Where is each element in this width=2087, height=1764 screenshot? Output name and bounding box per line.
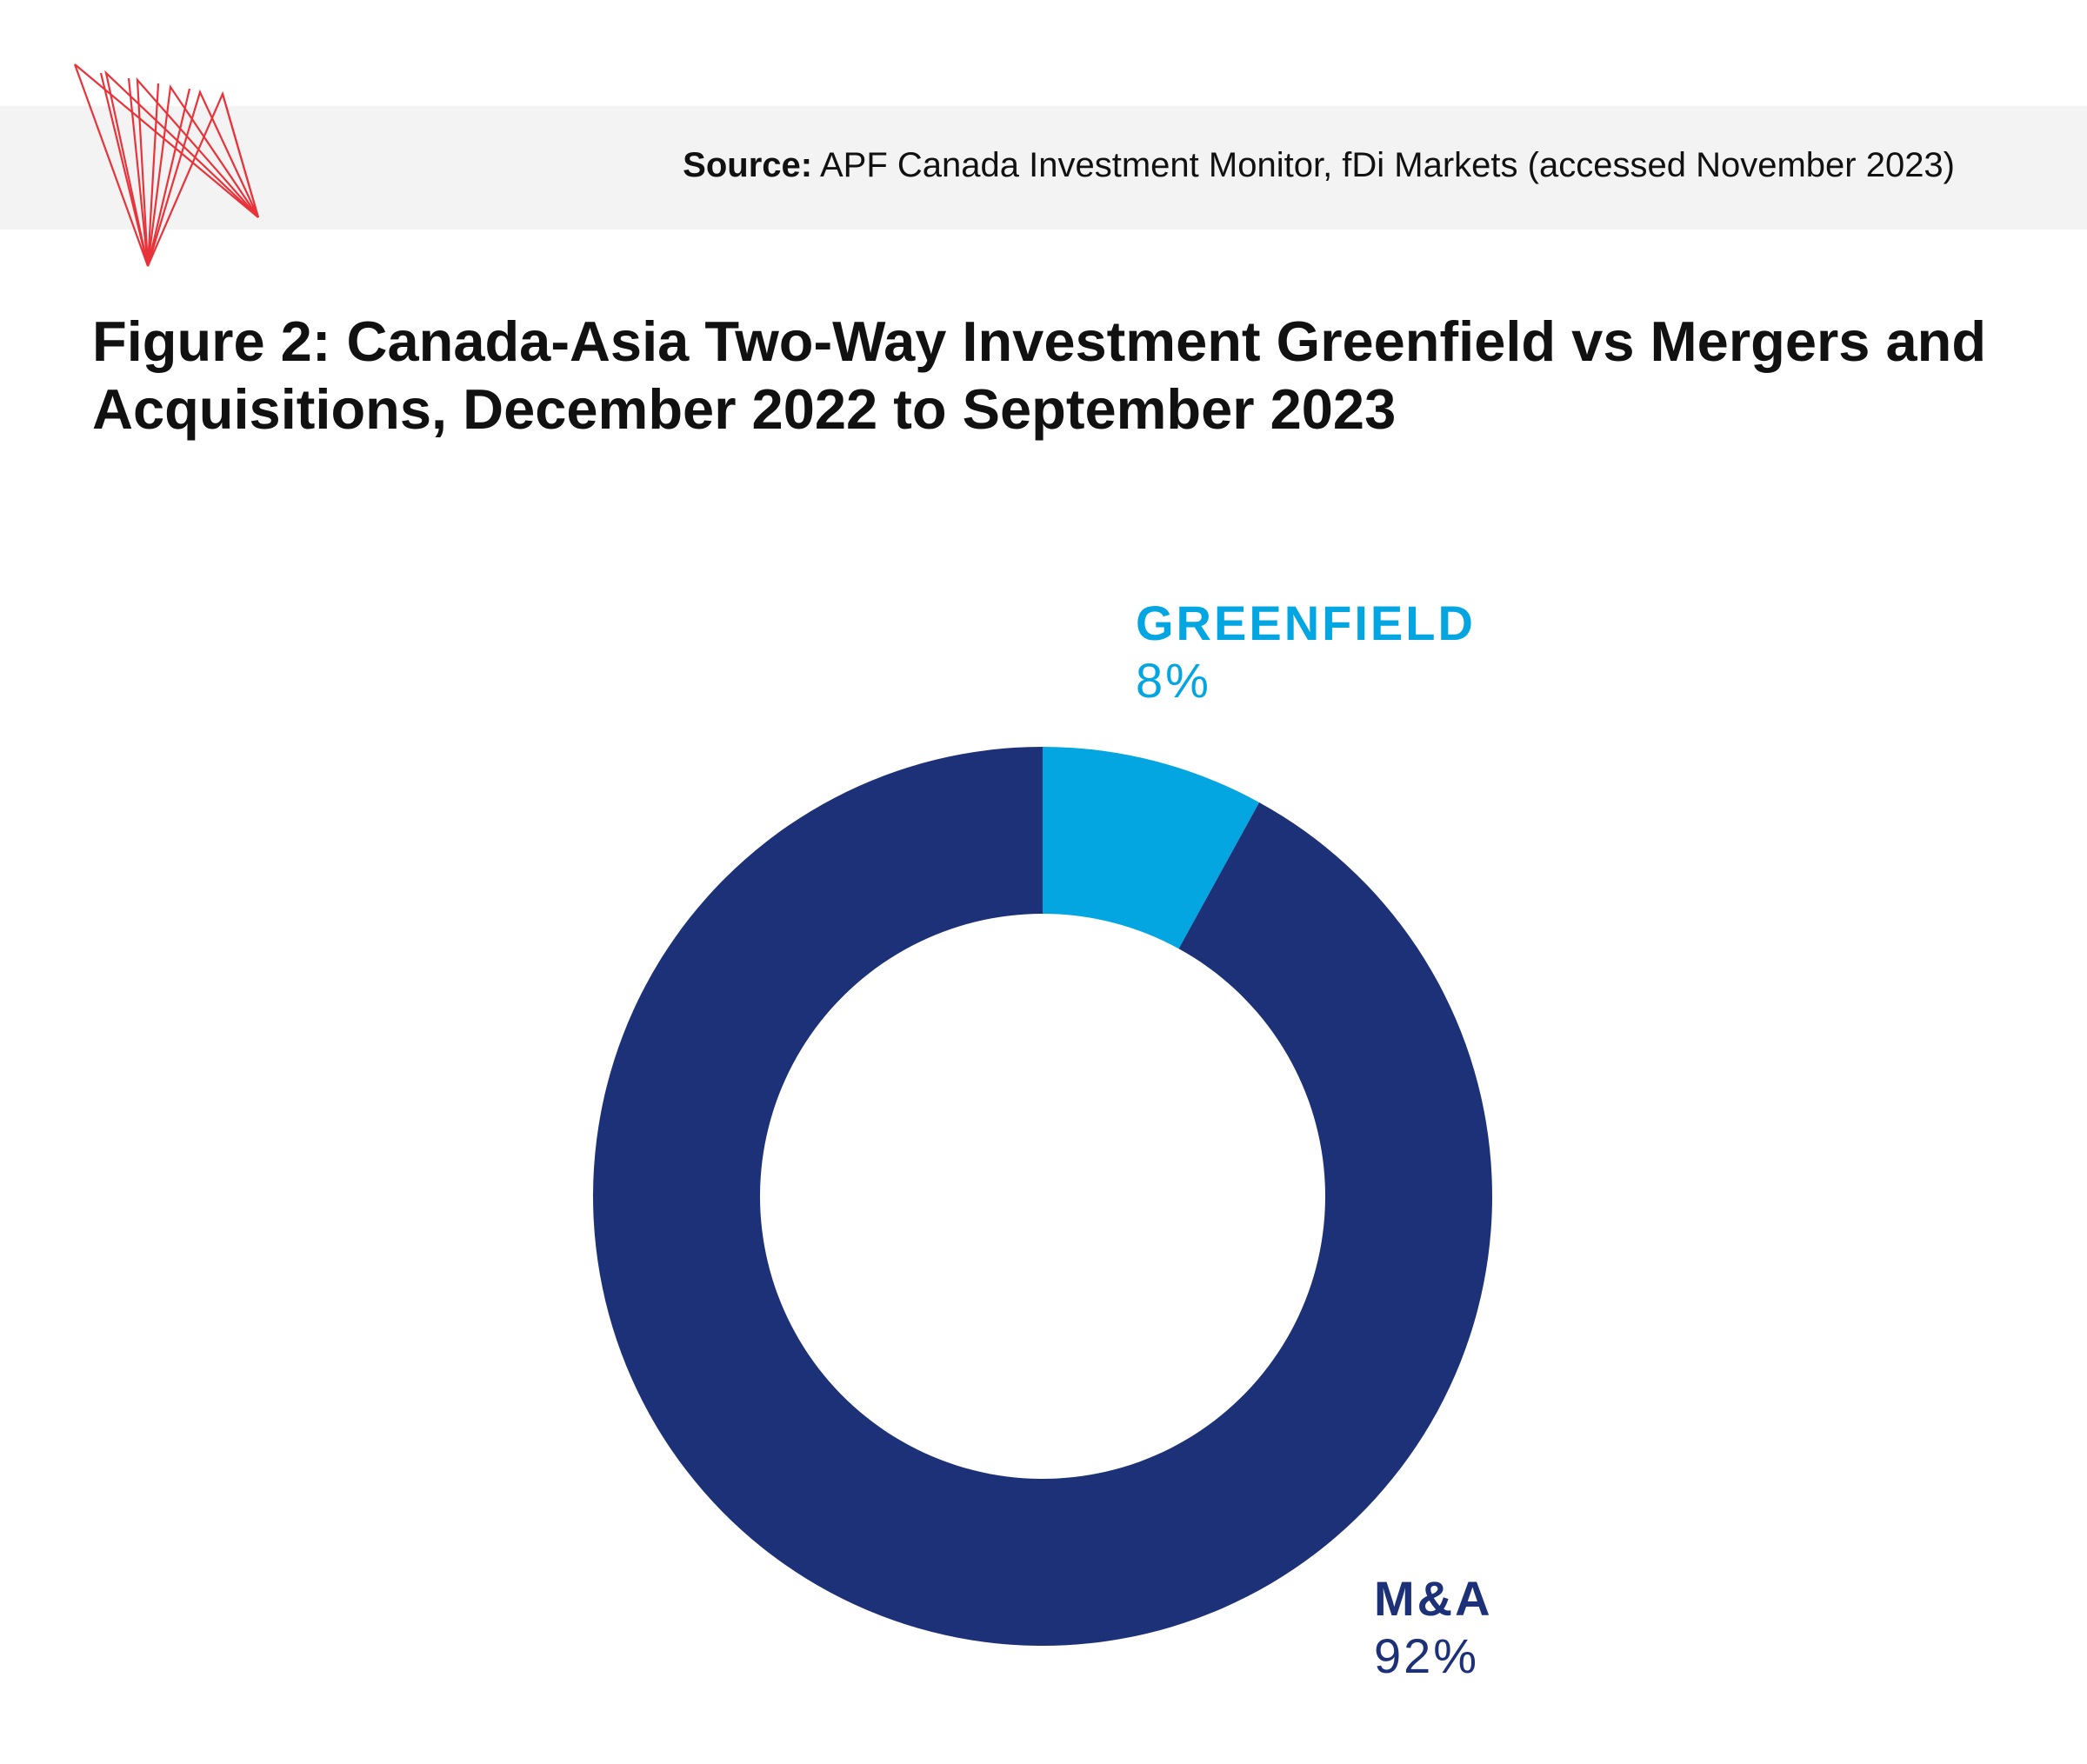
source-note: Source: APF Canada Investment Monitor, f… xyxy=(683,144,1955,186)
ma-name: M&A xyxy=(1374,1571,1493,1626)
greenfield-value: 8% xyxy=(1136,653,1211,708)
source-band xyxy=(0,106,2087,230)
ma-slice xyxy=(592,747,1492,1646)
ma-label: M&A 92% xyxy=(1374,1570,1493,1685)
source-label: Source: xyxy=(683,146,813,184)
greenfield-name: GREENFIELD xyxy=(1136,596,1476,650)
apf-canada-logo-icon xyxy=(73,63,260,267)
ma-value: 92% xyxy=(1374,1628,1480,1683)
greenfield-slice xyxy=(1043,747,1260,949)
chart-title: Figure 2: Canada-Asia Two-Way Investment… xyxy=(92,310,1987,441)
greenfield-label: GREENFIELD 8% xyxy=(1136,595,1476,709)
source-text: APF Canada Investment Monitor, fDi Marke… xyxy=(820,146,1955,184)
